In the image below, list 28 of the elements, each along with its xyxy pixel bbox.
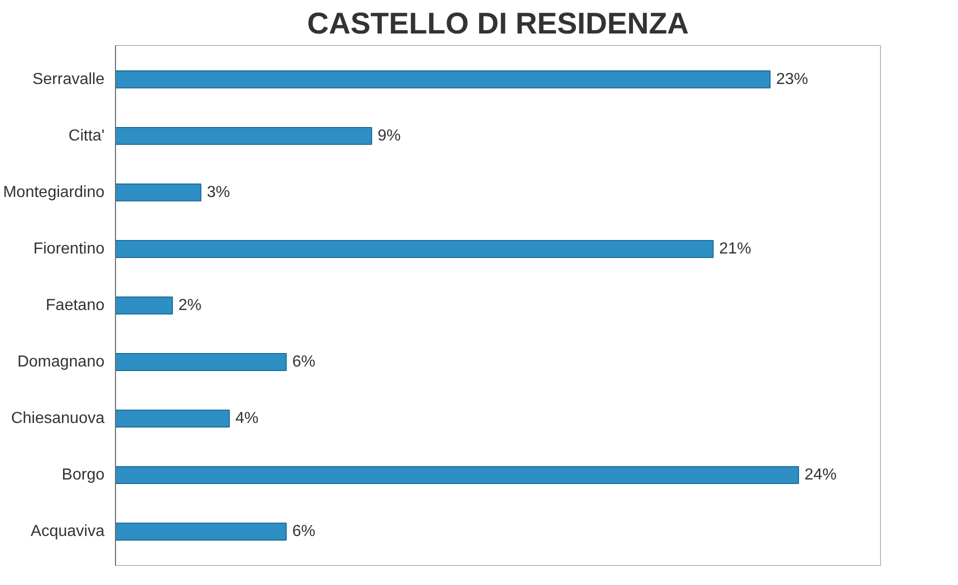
bar (116, 70, 771, 88)
bar (116, 353, 287, 371)
y-tick-label: Faetano (46, 297, 105, 314)
data-label: 24% (804, 466, 837, 484)
bar (116, 296, 173, 314)
data-label: 6% (292, 354, 316, 371)
bar (116, 240, 714, 258)
y-tick-label: Montegiardino (3, 184, 105, 201)
bar (116, 126, 372, 145)
data-label: 23% (776, 70, 808, 88)
bar (116, 522, 287, 541)
y-tick-label: Domagnano (17, 354, 105, 371)
bar (116, 183, 202, 202)
data-label: 2% (178, 297, 202, 314)
data-label: 6% (292, 523, 316, 540)
y-tick-label: Fiorentino (33, 240, 105, 258)
y-tick-label: Chiesanuova (11, 410, 105, 428)
data-label: 4% (235, 410, 258, 428)
data-label: 9% (378, 127, 401, 144)
y-tick-label: Citta' (68, 127, 104, 144)
bar (116, 466, 800, 484)
data-label: 3% (206, 184, 230, 201)
y-tick-label: Borgo (62, 466, 105, 484)
data-label: 21% (719, 240, 752, 258)
y-tick-label: Acquaviva (30, 523, 105, 540)
y-tick-label: Serravalle (32, 70, 105, 88)
chart-title: CASTELLO DI RESIDENZA (307, 8, 689, 40)
bar (116, 410, 230, 428)
